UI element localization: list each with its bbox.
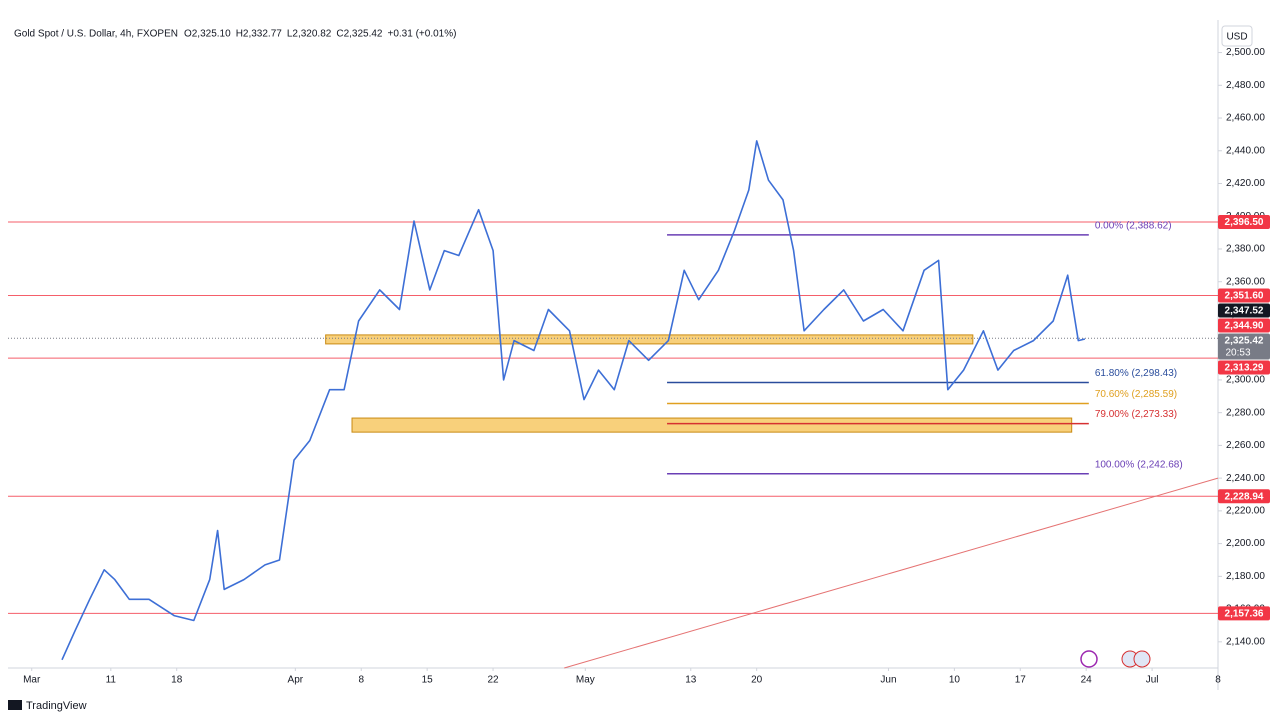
zone (325, 334, 974, 345)
ohlc-value: C2,325.42 (336, 29, 383, 40)
price-label: 2,157.36 (1225, 609, 1264, 620)
price-label-box (1218, 606, 1270, 621)
y-tick-label: 2,260.00 (1226, 440, 1265, 451)
y-tick-label: 2,480.00 (1226, 80, 1265, 91)
logo (8, 700, 22, 710)
brand-name: TradingView (26, 700, 87, 712)
y-tick-label: 2,500.00 (1226, 47, 1265, 58)
y-tick-label: 2,280.00 (1226, 407, 1265, 418)
price-label-box (1218, 333, 1270, 360)
x-tick-label: 8 (1215, 675, 1221, 686)
y-tick-label: 2,140.00 (1226, 636, 1265, 647)
x-tick-label: 15 (422, 675, 434, 686)
ohlc-value: H2,332.77 (236, 29, 283, 40)
fib-label: 100.00% (2,242.68) (1095, 459, 1183, 470)
y-tick-label: 2,300.00 (1226, 375, 1265, 386)
x-tick-label: 24 (1081, 675, 1093, 686)
currency: USD (1226, 32, 1247, 43)
price-label: 2,351.60 (1225, 291, 1264, 302)
y-tick-label: 2,380.00 (1226, 244, 1265, 255)
price-label-box (1218, 360, 1270, 375)
zone (351, 417, 1073, 433)
price-label-box (1218, 318, 1270, 333)
x-tick-label: 8 (358, 675, 364, 686)
y-tick-label: 2,220.00 (1226, 506, 1265, 517)
x-tick-label: Mar (23, 675, 41, 686)
x-tick-label: 20 (751, 675, 763, 686)
countdown: 20:53 (1225, 348, 1250, 359)
ohlc-value: L2,320.82 (287, 29, 332, 40)
y-tick-label: 2,460.00 (1226, 113, 1265, 124)
x-tick-label: 18 (171, 675, 183, 686)
x-tick-label: 22 (487, 675, 499, 686)
price-label: 2,344.90 (1225, 321, 1264, 332)
event-icon[interactable] (1133, 650, 1151, 668)
price-label-box (1218, 489, 1270, 504)
y-tick-label: 2,440.00 (1226, 145, 1265, 156)
price-label: 2,325.42 (1225, 336, 1264, 347)
fib-label: 70.60% (2,285.59) (1095, 389, 1177, 400)
fib-label: 61.80% (2,298.43) (1095, 368, 1177, 379)
x-tick-label: Jul (1146, 675, 1159, 686)
x-tick-label: Jun (880, 675, 896, 686)
y-tick-label: 2,240.00 (1226, 473, 1265, 484)
price-label-box (1218, 288, 1270, 303)
ohlc-value: O2,325.10 (184, 29, 231, 40)
branding: TradingView (8, 700, 87, 712)
price-label-box (1218, 303, 1270, 318)
ohlc-value: +0.31 (+0.01%) (388, 29, 457, 40)
fib-label: 0.00% (2,388.62) (1095, 221, 1172, 232)
price-label: 2,396.50 (1225, 217, 1264, 228)
y-tick-label: 2,360.00 (1226, 276, 1265, 287)
currency-button[interactable] (1221, 25, 1253, 47)
y-tick-label: 2,180.00 (1226, 571, 1265, 582)
price-label: 2,228.94 (1225, 491, 1264, 502)
x-tick-label: 17 (1015, 675, 1027, 686)
x-tick-label: 10 (949, 675, 961, 686)
y-tick-label: 2,200.00 (1226, 538, 1265, 549)
trendline (564, 477, 1219, 669)
x-tick-label: 13 (685, 675, 697, 686)
x-tick-label: Apr (288, 675, 304, 686)
price-label-box (1218, 214, 1270, 229)
fib-label: 79.00% (2,273.33) (1095, 409, 1177, 420)
price-label: 2,313.29 (1225, 363, 1264, 374)
chart-title: Gold Spot / U.S. Dollar, 4h, FXOPEN (14, 29, 178, 40)
price-line (61, 140, 1086, 661)
x-tick-label: 11 (106, 675, 117, 686)
x-tick-label: May (576, 675, 595, 686)
y-tick-label: 2,420.00 (1226, 178, 1265, 189)
price-label: 2,347.52 (1225, 306, 1264, 317)
event-icon[interactable] (1080, 650, 1098, 668)
